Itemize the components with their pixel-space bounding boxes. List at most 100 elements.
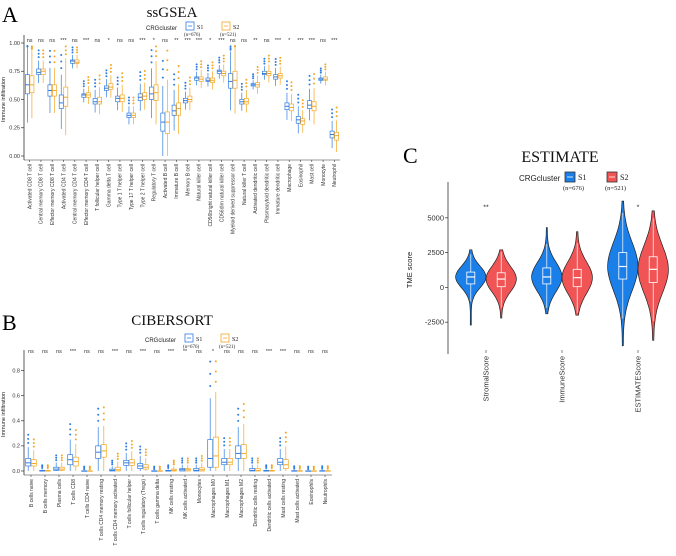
- outlier-s1: [285, 87, 288, 90]
- y-tick-label: 0.0: [12, 469, 20, 475]
- x-tick-label: Natural killer cell: [197, 164, 203, 201]
- box-s1: [194, 76, 200, 81]
- chart-title: CIBERSORT: [131, 313, 213, 329]
- outlier-s1: [26, 45, 29, 48]
- outlier-s1: [139, 451, 142, 454]
- outlier-s1: [139, 78, 142, 81]
- outlier-s2: [143, 70, 146, 73]
- outlier-s2: [256, 457, 259, 460]
- outlier-s2: [279, 62, 282, 65]
- outlier-s1: [229, 47, 232, 50]
- significance-label: **: [183, 349, 188, 355]
- outlier-s2: [335, 106, 338, 109]
- legend-label-s2: S2: [233, 25, 239, 31]
- x-tick-label: Myeloid derived suppressor cell: [231, 164, 237, 234]
- outlier-s1: [279, 444, 282, 447]
- y-tick-label: 2500: [427, 248, 444, 257]
- x-tick-label: T cells regulatory (Tregs): [141, 479, 147, 535]
- outlier-s2: [166, 59, 169, 62]
- significance-label: ns: [320, 38, 326, 44]
- outlier-s2: [143, 77, 146, 80]
- box-s1: [149, 86, 154, 100]
- x-tick-label: NK cells resting: [169, 479, 175, 514]
- outlier-s2: [76, 51, 79, 54]
- significance-label: ***: [60, 38, 67, 44]
- outlier-s1: [195, 461, 198, 464]
- outlier-s1: [111, 459, 114, 462]
- outlier-s2: [46, 465, 49, 468]
- significance-label: **: [253, 38, 258, 44]
- legend-n: (n=676): [184, 33, 200, 38]
- outlier-s2: [211, 61, 214, 64]
- box-s1: [235, 445, 242, 459]
- significance-label: ***: [184, 38, 191, 44]
- outlier-s1: [285, 84, 288, 87]
- outlier-s2: [130, 440, 133, 443]
- outlier-s2: [166, 69, 169, 72]
- outlier-s1: [153, 465, 156, 468]
- outlier-s1: [263, 62, 266, 65]
- x-tick-label: Macrophages M2: [239, 479, 245, 518]
- x-tick-label: Regulatory T cell: [152, 164, 158, 201]
- outlier-s2: [214, 370, 217, 373]
- y-axis-title: Immune infiltration: [1, 77, 7, 122]
- legend-n: (n=521): [220, 33, 236, 38]
- x-tick-label: Activated B cell: [163, 164, 169, 198]
- x-tick-label: B cells naive: [29, 479, 35, 507]
- outlier-s2: [222, 60, 225, 63]
- outlier-s1: [125, 448, 128, 451]
- y-tick-label: 0.75: [9, 69, 20, 75]
- outlier-s1: [195, 457, 198, 460]
- outlier-s1: [251, 459, 254, 462]
- outlier-s1: [195, 459, 198, 462]
- outlier-s1: [308, 74, 311, 77]
- significance-label: ***: [309, 38, 316, 44]
- outlier-s1: [97, 413, 100, 416]
- outlier-s2: [270, 465, 273, 468]
- panel-c-estimate: ESTIMATE CRGcluster S1 (n=676) S2 (n=521) -250…: [405, 149, 669, 413]
- significance-label: ns: [154, 349, 160, 355]
- significance-label: ***: [275, 38, 282, 44]
- outlier-s1: [265, 465, 268, 468]
- outlier-s1: [83, 465, 86, 468]
- outlier-s2: [132, 102, 135, 105]
- outlier-s2: [256, 71, 259, 74]
- y-tick-label: 0.25: [9, 126, 20, 132]
- outlier-s1: [60, 60, 63, 63]
- significance-label: ns: [28, 349, 34, 355]
- significance-label: **: [483, 204, 489, 211]
- outlier-s1: [161, 68, 164, 71]
- outlier-s2: [98, 74, 101, 77]
- significance-label: ***: [140, 349, 147, 355]
- box-s2: [63, 86, 69, 107]
- outlier-s1: [69, 423, 72, 426]
- outlier-s2: [74, 438, 77, 441]
- outlier-s2: [144, 451, 147, 454]
- outlier-s1: [69, 433, 72, 436]
- box-s2: [114, 466, 121, 472]
- x-tick-label: Natural killer T cell: [242, 164, 248, 205]
- box-s1: [70, 59, 75, 64]
- outlier-s2: [200, 457, 203, 460]
- significance-label: ***: [139, 38, 146, 44]
- outlier-s1: [321, 465, 324, 468]
- outlier-s1: [55, 454, 58, 457]
- x-tick-label: Central memory CD8 T cell: [39, 164, 45, 224]
- outlier-s1: [150, 61, 153, 64]
- outlier-s2: [132, 96, 135, 99]
- outlier-s1: [173, 78, 176, 81]
- y-axis-title: TME score: [405, 252, 414, 288]
- outlier-s1: [105, 75, 108, 78]
- outlier-s1: [161, 59, 164, 62]
- significance-label: *: [209, 38, 212, 44]
- box-s2: [282, 459, 289, 469]
- outlier-s1: [150, 55, 153, 58]
- significance-label: ns: [94, 38, 100, 44]
- legend-title: CRGcluster: [145, 338, 176, 344]
- outlier-s2: [46, 467, 49, 470]
- outlier-s1: [94, 82, 97, 85]
- outlier-s1: [240, 82, 243, 85]
- outlier-s2: [87, 76, 90, 79]
- significance-label: ns: [126, 349, 132, 355]
- significance-label: ***: [266, 349, 273, 355]
